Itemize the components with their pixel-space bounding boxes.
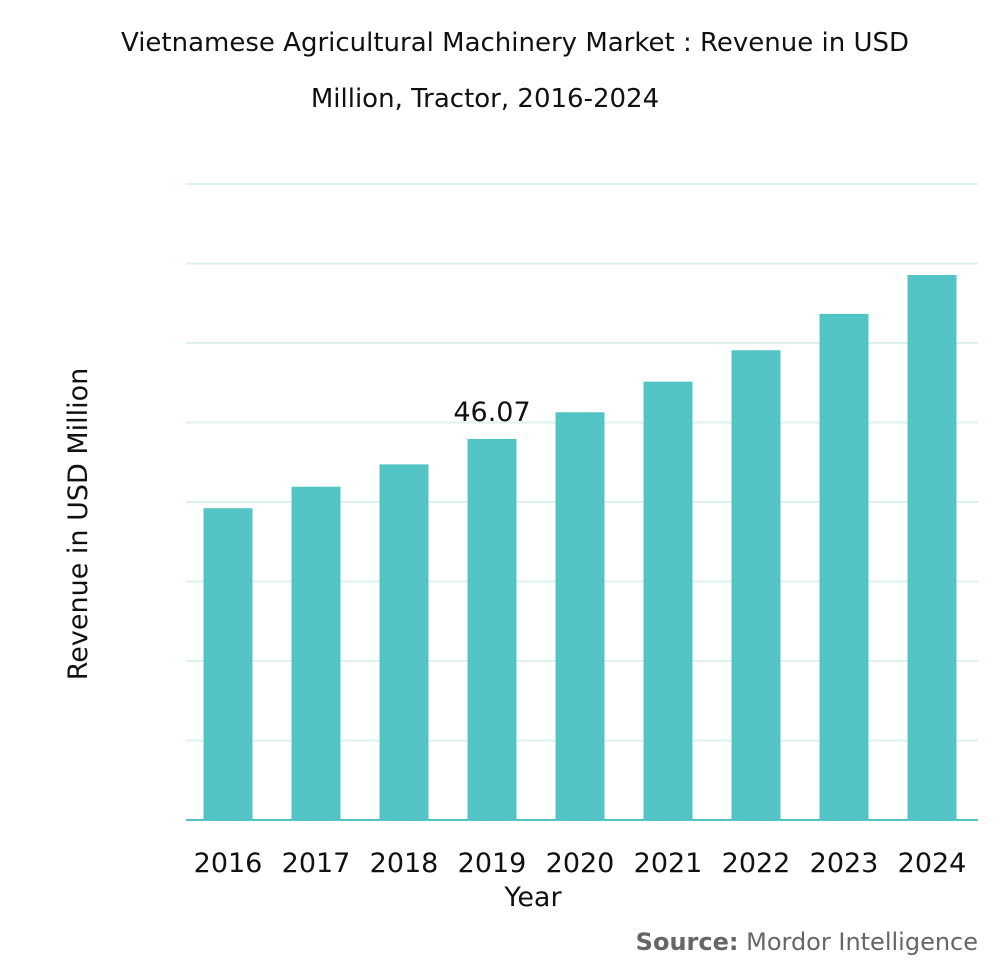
x-tick-label: 2017 <box>282 848 351 879</box>
chart-title-line1: Vietnamese Agricultural Machinery Market… <box>120 28 909 58</box>
bar-2016 <box>203 508 253 820</box>
source-text: Mordor Intelligence <box>746 928 978 956</box>
bar-2023 <box>819 313 869 820</box>
x-tick-label: 2024 <box>898 848 967 879</box>
y-axis-label: Revenue in USD Million <box>63 368 94 681</box>
bar-2018 <box>379 464 429 820</box>
x-tick-label: 2016 <box>194 848 263 879</box>
x-tick-label: 2019 <box>458 848 527 879</box>
x-tick-label: 2023 <box>810 848 879 879</box>
bar-2024 <box>907 274 957 820</box>
data-label: 46.07 <box>453 397 530 428</box>
x-tick-label: 2022 <box>722 848 791 879</box>
x-tick-label: 2018 <box>370 848 439 879</box>
chart-title-line2: Million, Tractor, 2016-2024 <box>310 84 660 114</box>
source-label: Source: <box>635 928 739 956</box>
x-tick-label: 2021 <box>634 848 703 879</box>
bar-2019 <box>467 438 517 820</box>
bar-2022 <box>731 350 781 820</box>
bar-2020 <box>555 412 605 820</box>
source-note: Source: Mordor Intelligence <box>636 928 978 956</box>
bar-2017 <box>291 486 341 820</box>
x-axis-label: Year <box>503 882 562 913</box>
bar-2021 <box>643 381 693 820</box>
x-tick-label: 2020 <box>546 848 615 879</box>
